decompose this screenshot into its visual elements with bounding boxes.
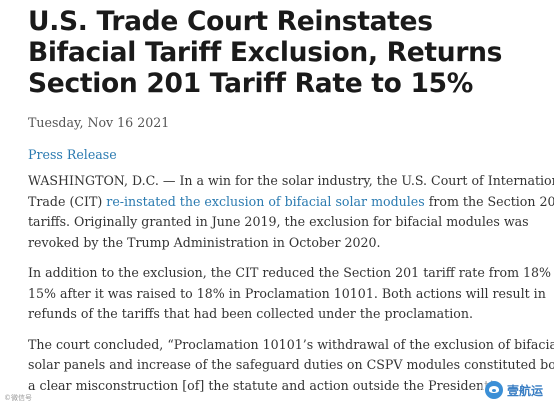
corner-watermark: ©微信号 [4, 394, 32, 402]
paragraph-line: Trade (CIT) re-instated the exclusion of… [28, 192, 554, 213]
watermark: 壹航运 [481, 380, 546, 400]
headline: U.S. Trade Court Reinstates Bifacial Tar… [28, 6, 552, 99]
bird-logo-icon [484, 381, 503, 399]
paragraph-2: In addition to the exclusion, the CIT re… [28, 263, 554, 325]
paragraph-3: The court concluded, “Proclamation 10101… [28, 335, 554, 397]
category-link-press-release[interactable]: Press Release [28, 147, 117, 162]
paragraph-line: refunds of the tariffs that had been col… [28, 306, 473, 321]
paragraph-line: The court concluded, “Proclamation 10101… [28, 336, 554, 352]
headline-line: Bifacial Tariff Exclusion, Returns [28, 37, 503, 68]
bifacial-exclusion-link[interactable]: re-instated the exclusion of bifacial so… [106, 193, 425, 209]
paragraph-line: revoked by the Trump Administration in O… [28, 234, 381, 250]
publish-date: Tuesday, Nov 16 2021 [28, 115, 170, 130]
paragraph-1: WASHINGTON, D.C. — In a win for the sola… [28, 171, 554, 253]
paragraph-line: a clear misconstruction [of] the statute… [28, 377, 500, 393]
paragraph-line: tariffs. Originally granted in June 2019… [28, 214, 529, 229]
text-run: from the Section 201 [424, 193, 554, 209]
headline-line: Section 201 Tariff Rate to 15% [28, 68, 474, 99]
paragraph-line: WASHINGTON, D.C. — In a win for the sola… [28, 173, 554, 188]
headline-line: U.S. Trade Court Reinstates [28, 6, 433, 37]
text-run: Trade (CIT) [28, 193, 107, 209]
paragraph-line: 15% after it was raised to 18% in Procla… [28, 285, 546, 301]
article: U.S. Trade Court Reinstates Bifacial Tar… [28, 6, 554, 397]
paragraph-line: solar panels and increase of the safegua… [28, 357, 554, 372]
watermark-text: 壹航运 [506, 383, 543, 398]
paragraph-line: In addition to the exclusion, the CIT re… [28, 265, 554, 280]
